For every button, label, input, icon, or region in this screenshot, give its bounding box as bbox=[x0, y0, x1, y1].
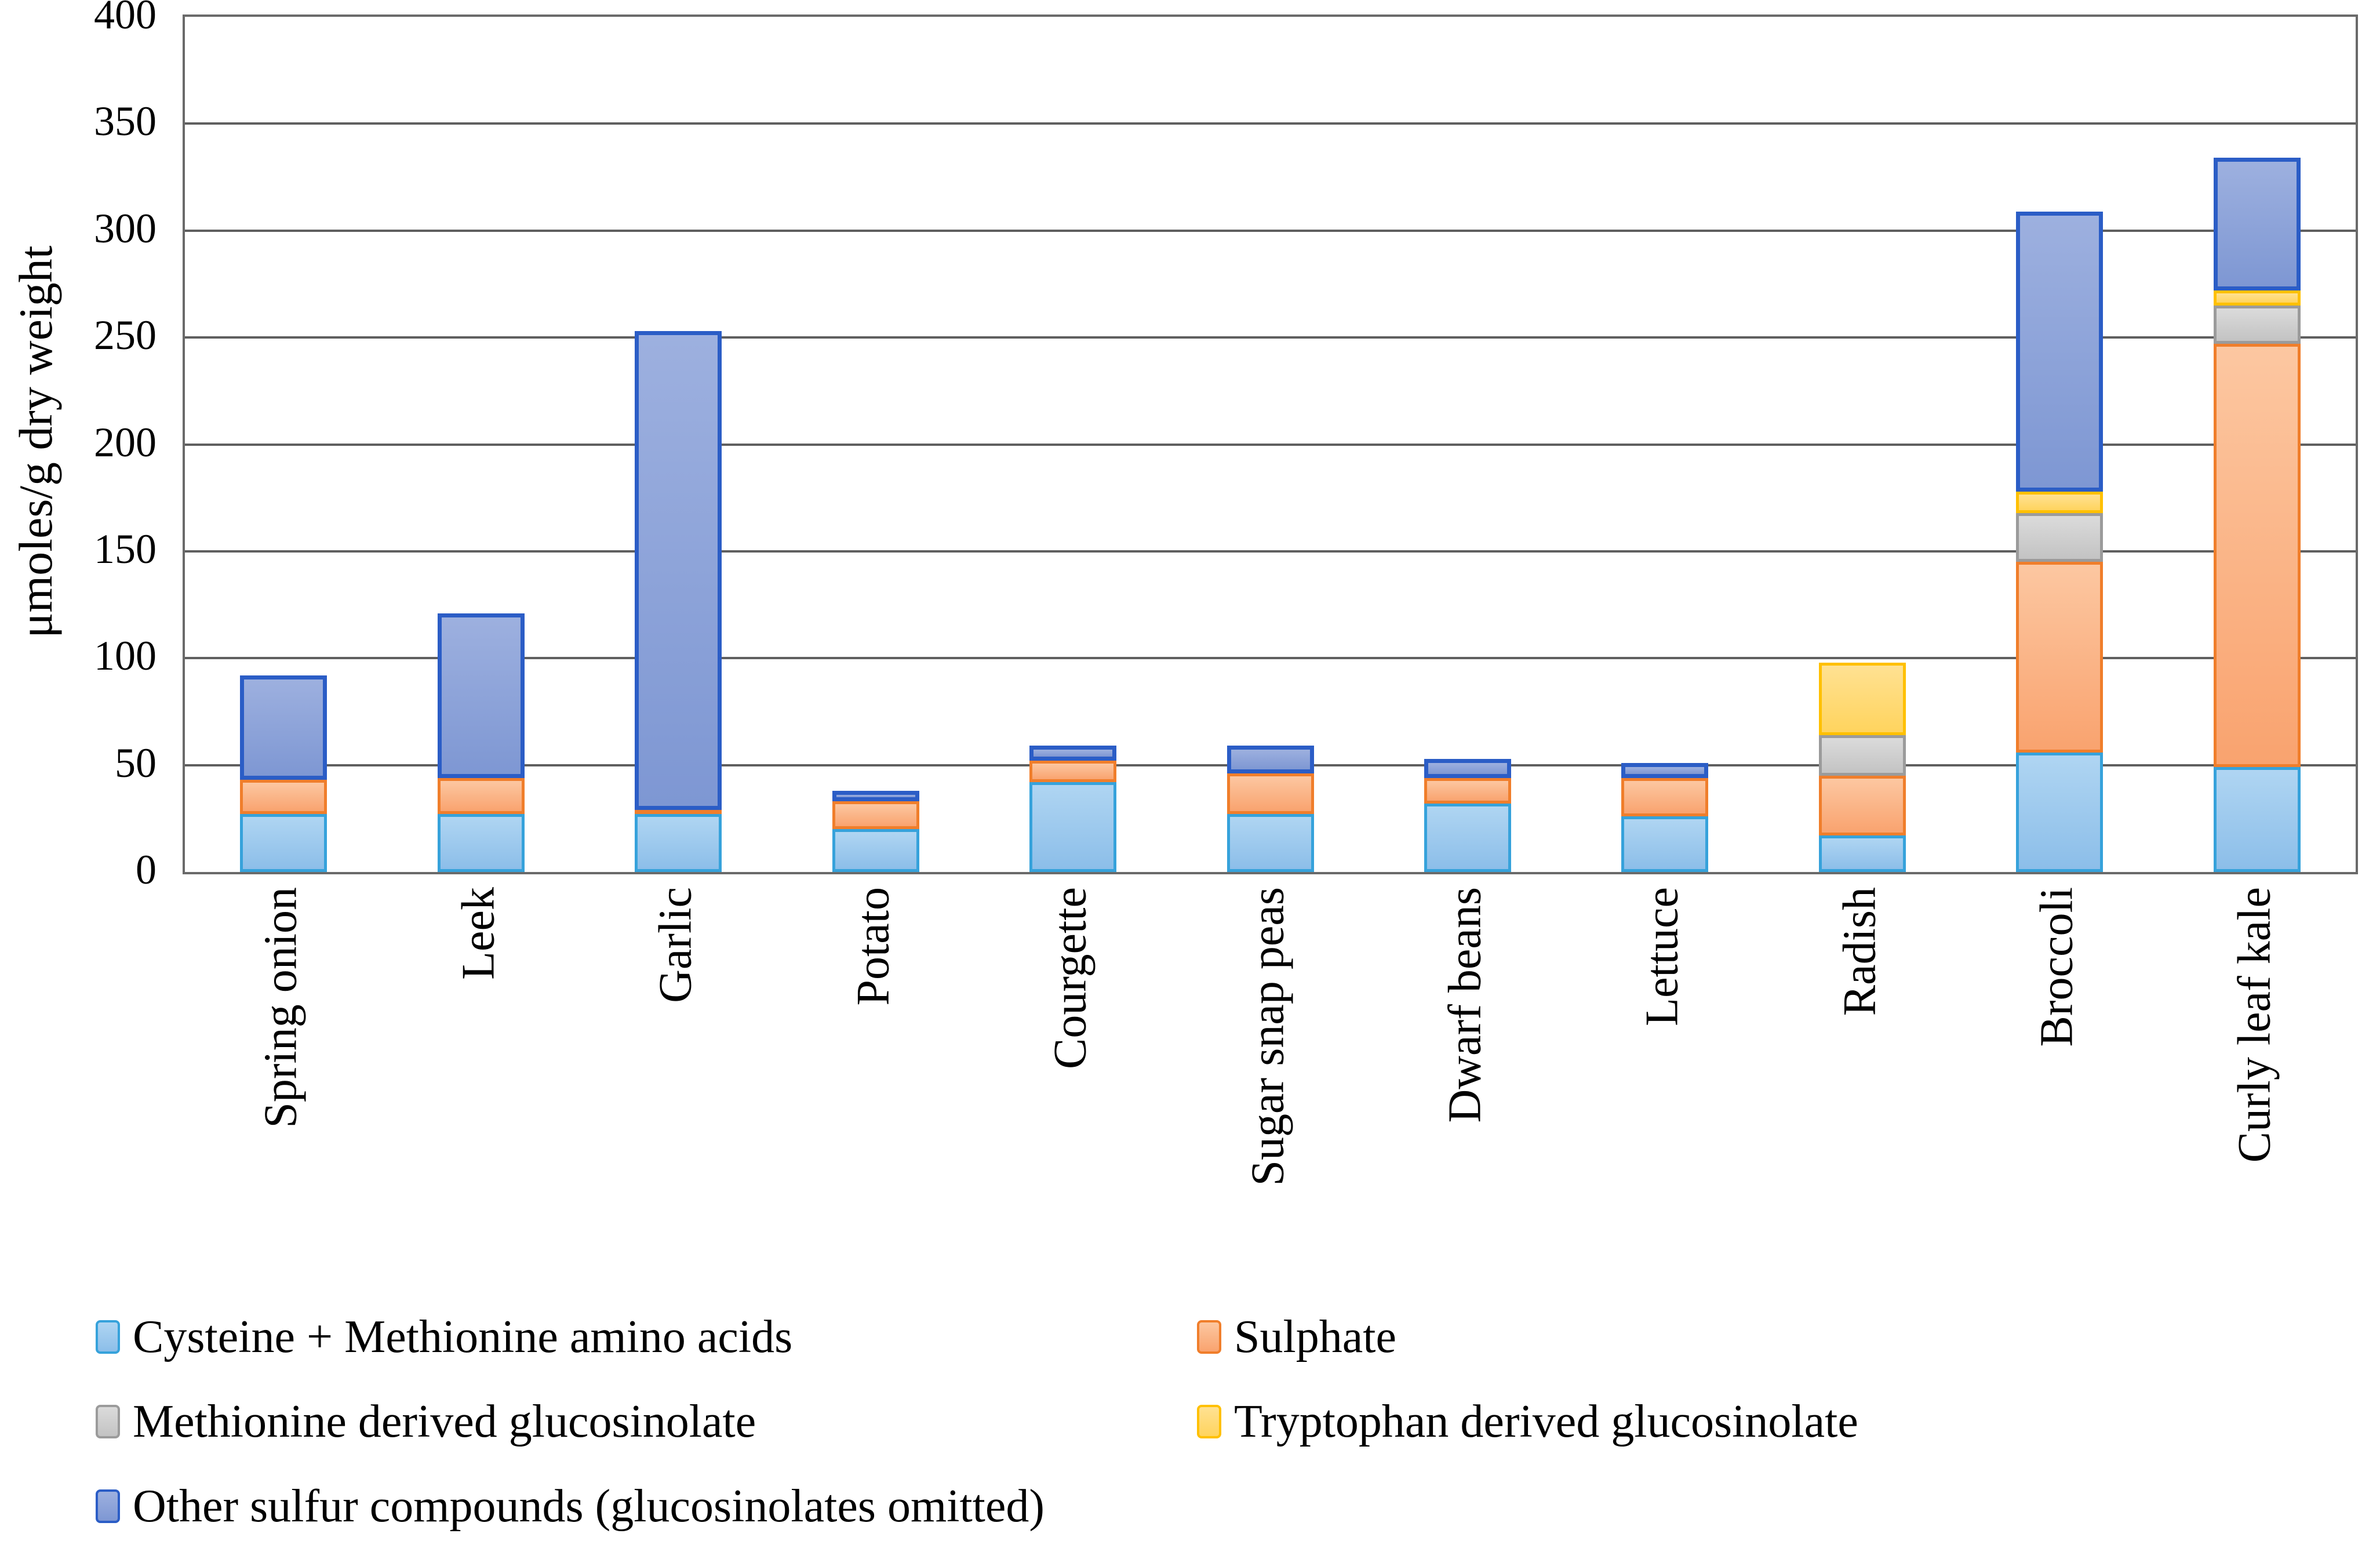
legend-row-0: Cysteine + Methionine amino acids Sulphat… bbox=[96, 1308, 2298, 1393]
bar-segment-radish-s3 bbox=[1818, 662, 1906, 735]
legend-row-2: Other sulfur compounds (glucosinolates o… bbox=[96, 1477, 2298, 1548]
legend: Cysteine + Methionine amino acids Sulphat… bbox=[96, 1308, 2298, 1548]
bar-segment-garlic-s4 bbox=[635, 331, 722, 811]
legend-item-0: Cysteine + Methionine amino acids bbox=[96, 1308, 792, 1366]
x-axis-label-sugar-snap-peas: Sugar snap peas bbox=[1242, 887, 1293, 1186]
bar-segment-sugar-snap-peas-s4 bbox=[1227, 746, 1314, 774]
x-axis-label-radish: Radish bbox=[1834, 887, 1886, 1016]
bar-segment-leek-s0 bbox=[437, 814, 525, 872]
bar-segment-curly-leaf-kale-s4 bbox=[2213, 158, 2301, 290]
x-axis-label-spring-onion: Spring onion bbox=[255, 887, 307, 1128]
legend-swatch-icon bbox=[96, 1405, 120, 1438]
bar-segment-lettuce-s0 bbox=[1621, 816, 1709, 872]
y-tick-label-50: 50 bbox=[115, 739, 157, 786]
y-tick-label-400: 400 bbox=[94, 0, 157, 38]
x-axis-label-dwarf-beans: Dwarf beans bbox=[1439, 887, 1491, 1123]
x-axis-label-lettuce: Lettuce bbox=[1636, 887, 1688, 1026]
legend-label: Cysteine + Methionine amino acids bbox=[133, 1311, 793, 1362]
y-tick-label-200: 200 bbox=[94, 419, 157, 466]
legend-swatch-icon bbox=[1197, 1320, 1221, 1354]
legend-label: Tryptophan derived glucosinolate bbox=[1234, 1396, 1858, 1447]
x-axis-label-garlic: Garlic bbox=[650, 887, 701, 1003]
bar-segment-lettuce-s1 bbox=[1621, 777, 1709, 817]
y-tick-label-300: 300 bbox=[94, 205, 157, 252]
legend-item-2: Methionine derived glucosinolate bbox=[96, 1393, 756, 1451]
bar-segment-curly-leaf-kale-s0 bbox=[2213, 767, 2301, 872]
y-tick-label-0: 0 bbox=[136, 846, 157, 893]
bar-segment-broccoli-s0 bbox=[2016, 752, 2104, 872]
bar-segment-potato-s0 bbox=[832, 829, 919, 872]
legend-swatch-icon bbox=[96, 1489, 120, 1523]
legend-item-1: Sulphate bbox=[1197, 1308, 1396, 1366]
bar-segment-dwarf-beans-s0 bbox=[1424, 804, 1511, 872]
bar-segment-lettuce-s4 bbox=[1621, 762, 1709, 778]
bar-segment-potato-s4 bbox=[832, 790, 919, 802]
legend-row-1: Methionine derived glucosinolate Tryptoph… bbox=[96, 1393, 2298, 1477]
bar-segment-radish-s0 bbox=[1818, 835, 1906, 872]
bar-segment-spring-onion-s4 bbox=[240, 675, 327, 780]
y-tick-label-150: 150 bbox=[94, 525, 157, 572]
bar-segment-broccoli-s1 bbox=[2016, 562, 2104, 753]
bar-segment-courgette-s0 bbox=[1029, 782, 1117, 872]
bar-segment-potato-s1 bbox=[832, 801, 919, 830]
bar-segment-radish-s2 bbox=[1818, 735, 1906, 776]
bar-segment-radish-s1 bbox=[1818, 776, 1906, 836]
bar-segment-courgette-s4 bbox=[1029, 746, 1117, 761]
x-axis-label-potato: Potato bbox=[847, 887, 899, 1006]
bar-segment-sugar-snap-peas-s1 bbox=[1227, 773, 1314, 815]
legend-label: Methionine derived glucosinolate bbox=[133, 1396, 756, 1447]
gridline-150 bbox=[185, 550, 2356, 553]
bar-segment-broccoli-s3 bbox=[2016, 491, 2104, 513]
y-tick-label-250: 250 bbox=[94, 312, 157, 359]
x-axis-label-broccoli: Broccoli bbox=[2031, 887, 2083, 1047]
legend-swatch-icon bbox=[1197, 1405, 1221, 1438]
bar-segment-curly-leaf-kale-s1 bbox=[2213, 344, 2301, 768]
bar-segment-spring-onion-s0 bbox=[240, 814, 327, 872]
bar-segment-dwarf-beans-s1 bbox=[1424, 777, 1511, 804]
y-tick-label-100: 100 bbox=[94, 633, 157, 679]
gridline-300 bbox=[185, 229, 2356, 232]
x-axis-label-courgette: Courgette bbox=[1045, 887, 1096, 1070]
gridline-350 bbox=[185, 122, 2356, 125]
bar-segment-curly-leaf-kale-s3 bbox=[2213, 290, 2301, 306]
y-tick-label-350: 350 bbox=[94, 98, 157, 145]
legend-label: Sulphate bbox=[1234, 1311, 1396, 1362]
bar-segment-broccoli-s2 bbox=[2016, 513, 2104, 562]
bar-segment-leek-s1 bbox=[437, 777, 525, 815]
bar-segment-garlic-s0 bbox=[635, 814, 722, 872]
x-axis-label-leek: Leek bbox=[453, 887, 504, 980]
bar-segment-broccoli-s4 bbox=[2016, 211, 2104, 492]
bar-segment-courgette-s1 bbox=[1029, 761, 1117, 783]
legend-swatch-icon bbox=[96, 1320, 120, 1354]
legend-label: Other sulfur compounds (glucosinolates o… bbox=[133, 1481, 1045, 1532]
x-axis-label-curly-leaf-kale: Curly leaf kale bbox=[2229, 887, 2280, 1163]
bar-segment-dwarf-beans-s4 bbox=[1424, 758, 1511, 778]
bar-segment-curly-leaf-kale-s2 bbox=[2213, 305, 2301, 344]
legend-item-3: Tryptophan derived glucosinolate bbox=[1197, 1393, 1858, 1451]
gridline-250 bbox=[185, 336, 2356, 339]
legend-item-4: Other sulfur compounds (glucosinolates o… bbox=[96, 1477, 1045, 1535]
bar-segment-sugar-snap-peas-s0 bbox=[1227, 814, 1314, 872]
bar-segment-leek-s4 bbox=[437, 613, 525, 778]
bar-segment-spring-onion-s1 bbox=[240, 780, 327, 815]
plot-area bbox=[183, 14, 2358, 874]
gridline-200 bbox=[185, 443, 2356, 446]
gridline-100 bbox=[185, 657, 2356, 660]
